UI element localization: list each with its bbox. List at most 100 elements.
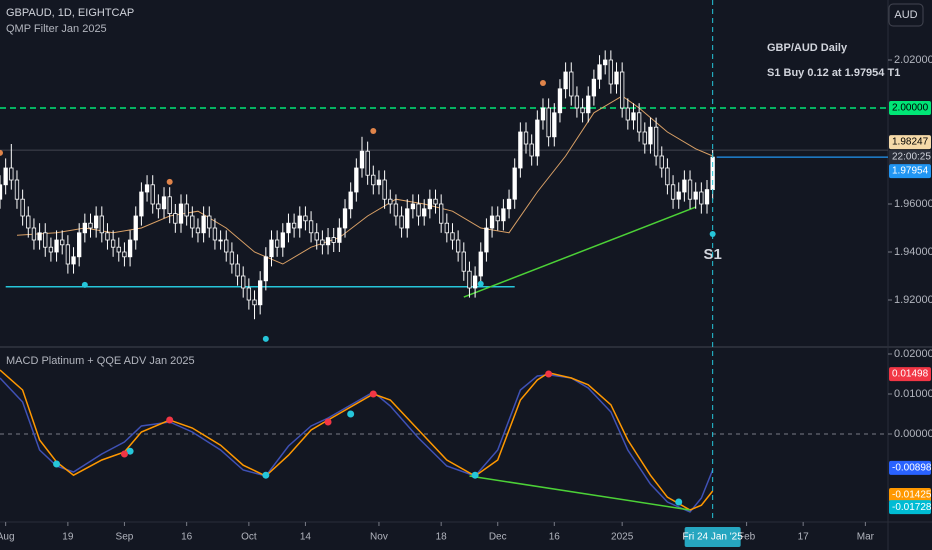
candle-body [597,64,602,80]
x-tick-label: Oct [241,532,257,543]
candle-body [3,167,8,186]
x-tick-label: 2025 [611,532,634,543]
countdown: 22:00:25 [892,152,931,163]
candle-body [71,256,76,265]
x-tick-label: 16 [181,532,193,543]
candle-body [258,280,263,306]
signal-dot [369,390,377,398]
chart-title: GBPAUD, 1D, EIGHTCAP [6,7,134,19]
price-label-box [889,164,931,179]
candle-body [631,112,636,121]
currency[interactable]: AUD [894,9,917,21]
indicator-line [0,374,714,513]
x-tick-label: Feb [738,532,756,543]
y-tick-label: 0.00000 [894,428,932,440]
signal-dot [545,370,553,378]
candle-body [620,71,625,109]
trend-line [469,475,691,511]
candle-body [88,222,93,229]
candle-body [410,203,416,210]
signal-dot [81,281,88,288]
candle-body [274,239,280,248]
candle-body [342,208,348,229]
signal-dot [262,335,269,342]
signal-dot [262,471,270,479]
candle-body [699,191,704,205]
indicator-line [0,369,714,511]
candle-body [501,208,506,222]
candle-body [65,244,71,265]
price-label-box [889,101,931,115]
candle-body [614,71,619,85]
candle-body [433,198,438,205]
signal-dot [126,447,134,455]
signal-dot [347,410,355,418]
candle-body [0,184,3,200]
candle-body [642,131,647,145]
candle-body [608,59,614,85]
signal-dot [370,128,377,135]
candle-body [127,239,133,258]
candle-body [224,239,229,253]
candle-body [93,215,99,229]
price-label: 1.98247 [892,137,929,148]
candle-body [687,179,693,200]
y-tick-label: 1.96000 [894,198,932,210]
candle-body [54,239,59,253]
candle-body [110,239,116,248]
candle-body [625,107,630,121]
candle-body [693,191,698,200]
signal-dot [324,418,332,426]
candle-body [241,275,246,289]
candle-body [144,184,150,193]
moving-average [16,95,713,265]
candle-body [422,208,427,217]
candle-body [348,191,353,210]
candle-body [291,222,297,229]
countdown-box [889,150,931,165]
candle-body [105,232,110,241]
candle-body [563,71,568,90]
candle-body [506,198,512,210]
candle-body [461,251,466,272]
signal-dot [53,460,61,468]
candle-body [444,222,449,234]
candle-body [365,150,370,176]
price-label: -0.01728 [892,502,932,513]
price-label: -0.01425 [892,490,932,501]
candle-body [37,232,42,241]
price-label-box [889,460,931,475]
candle-body [636,112,642,133]
signal-dot [166,416,174,424]
candle-body [184,203,189,217]
candle-body [178,203,184,224]
candle-body [580,107,585,114]
candle-body [99,215,104,234]
candle-body [682,179,687,193]
indicator-name: QMP Filter Jan 2025 [6,23,107,35]
candle-body [269,239,274,258]
signal-dot [539,80,546,87]
currency-button[interactable] [888,3,924,27]
candle-body [472,275,478,289]
candle-body [77,232,82,258]
candle-body [150,184,155,205]
candle-body [478,251,483,277]
candle-body [337,227,342,243]
candle-body [388,198,393,205]
candle-body [405,208,410,229]
x-tick-label: Mar [857,532,875,543]
candle-body [704,189,710,205]
candle-body [495,215,500,222]
candle-body [676,191,681,200]
candle-body [416,203,421,217]
candle-body [207,215,212,229]
price-label-box [889,488,931,502]
candle-body [20,198,25,217]
candle-body [252,299,257,306]
price-label: 2.00000 [892,103,929,114]
candle-body [314,232,319,241]
candle-body [116,246,121,253]
candle-body [557,88,563,114]
